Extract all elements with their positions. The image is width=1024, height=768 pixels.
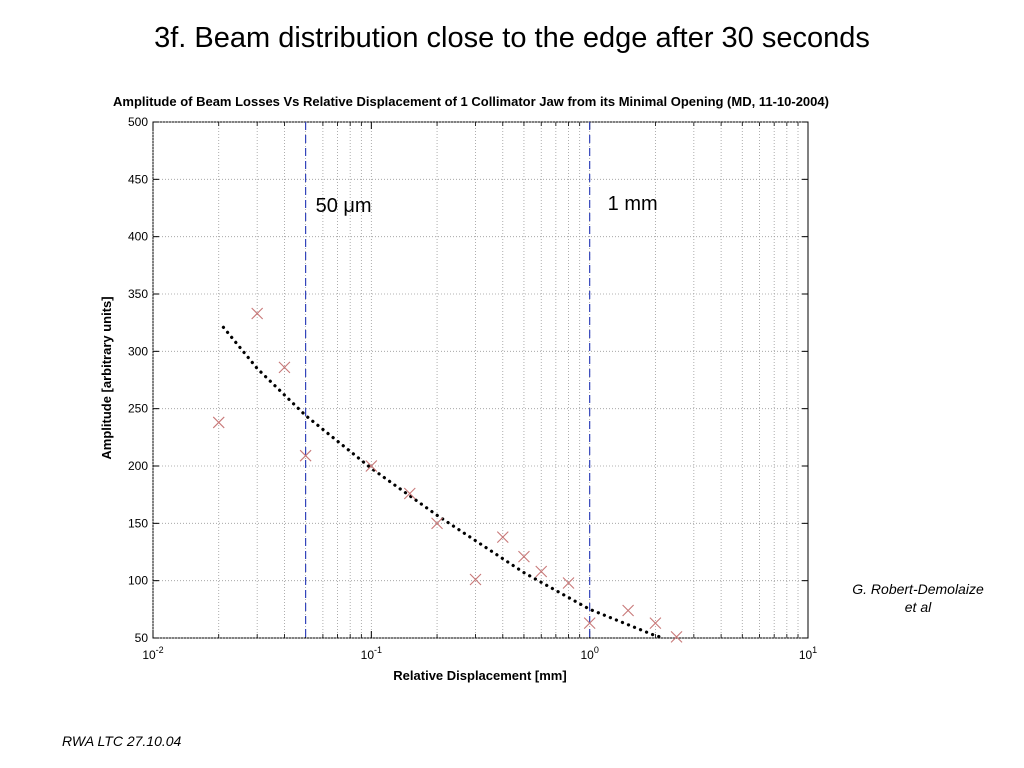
x-tick-label: 10-2 [142,645,163,662]
data-point [278,361,291,374]
data-point [299,449,312,462]
data-point [649,617,662,629]
data-point [622,604,635,617]
data-point [670,630,683,643]
data-point [251,307,264,320]
data-point [496,531,509,543]
data-point-stroke [469,573,482,586]
data-point-stroke [365,460,378,472]
data-point-stroke [251,307,264,320]
footer-note: RWA LTC 27.10.04 [62,733,182,749]
x-axis-label: Relative Displacement [mm] [393,668,566,683]
data-point [583,617,596,629]
data-point-stroke [583,617,596,629]
author-name: G. Robert-Demolaize [852,581,984,597]
data-point [469,573,482,586]
data-point-stroke [299,449,312,462]
data-point-stroke [622,604,635,617]
fit-curve [221,325,666,640]
y-axis-label: Amplitude [arbitrary units] [99,296,114,459]
data-point [212,416,225,429]
reference-label: 50 μm [316,195,372,217]
y-tick-label: 200 [128,459,148,473]
y-tick-label: 300 [128,344,148,358]
y-tick-label: 350 [128,287,148,301]
x-tick-label: 100 [580,645,598,662]
data-point-stroke [278,361,291,374]
data-point [518,550,530,563]
data-point-stroke [562,577,575,589]
data-point-stroke [670,630,683,643]
reference-label: 1 mm [608,193,658,215]
slide-title: 3f. Beam distribution close to the edge … [154,22,870,54]
data-point [431,517,443,530]
y-tick-label: 450 [128,172,148,186]
data-point-stroke [496,531,509,543]
data-point-stroke [535,565,548,578]
data-point-stroke [649,617,662,629]
data-point-stroke [403,487,416,500]
data-point-stroke [431,517,443,530]
data-point [365,460,378,472]
data-point [562,577,575,589]
y-tick-label: 50 [135,631,149,645]
data-point [403,487,416,500]
data-point [535,565,548,578]
y-tick-label: 150 [128,516,148,530]
data-point-stroke [212,416,225,429]
y-tick-label: 500 [128,115,148,129]
author-credit: G. Robert-Demolaize et al [828,580,1008,616]
data-point-stroke [518,550,530,563]
y-tick-label: 100 [128,574,148,588]
y-tick-label: 400 [128,230,148,244]
x-tick-label: 10-1 [361,645,382,662]
author-etal: et al [904,599,932,615]
x-tick-label: 101 [799,645,817,662]
chart-title: Amplitude of Beam Losses Vs Relative Dis… [113,94,829,109]
plot-frame [152,121,809,639]
y-tick-label: 250 [128,402,148,416]
